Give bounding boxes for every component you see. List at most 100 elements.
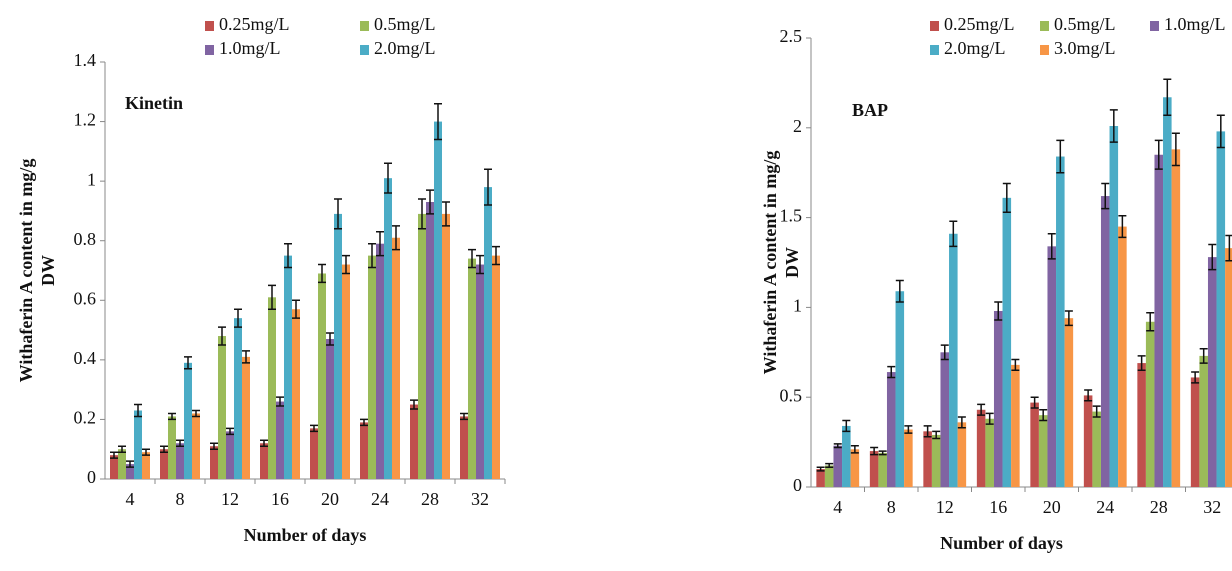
bar <box>1030 402 1039 487</box>
error-bar <box>110 451 118 459</box>
error-bar <box>825 462 834 468</box>
bar <box>1137 363 1146 487</box>
error-bar <box>142 448 150 456</box>
error-bar <box>292 299 300 319</box>
bar <box>869 451 879 487</box>
x-tick-label: 24 <box>371 489 389 509</box>
bar <box>1038 415 1048 487</box>
error-bar <box>878 450 887 456</box>
bar <box>1145 321 1155 487</box>
bar <box>326 339 334 479</box>
error-bar <box>1039 409 1048 422</box>
bar <box>993 310 1003 487</box>
legend-swatch <box>205 45 214 55</box>
error-bar <box>442 201 450 227</box>
error-bar <box>1137 355 1146 372</box>
legend-swatch <box>360 45 369 55</box>
x-tick-label: 16 <box>271 489 289 509</box>
chart: 0 0.5 1 1.5 2 2.5 4 8 12 16 20 24 28 32 Number of days… <box>760 14 1232 553</box>
bar <box>1118 226 1127 487</box>
bar <box>126 464 134 479</box>
y-axis-title: Withaferin A content in mg/g <box>16 159 36 383</box>
bar <box>276 401 284 479</box>
error-bar <box>887 365 896 379</box>
error-bar <box>1154 139 1163 170</box>
error-bar <box>833 443 842 449</box>
error-bar <box>192 409 200 418</box>
legend-label: 0.25mg/L <box>944 14 1015 34</box>
error-bar <box>1216 114 1225 149</box>
error-bar <box>460 412 468 421</box>
x-tick-label: 28 <box>1150 497 1168 517</box>
legend-swatch <box>205 21 214 31</box>
error-bar <box>850 444 859 454</box>
bar <box>923 431 932 487</box>
error-bar <box>226 427 234 436</box>
bar <box>492 255 500 479</box>
error-bar <box>118 445 126 453</box>
error-bar <box>816 466 825 472</box>
annotation: BAP <box>852 100 888 120</box>
legend-label: 1.0mg/L <box>1164 14 1226 34</box>
error-bar <box>384 162 392 194</box>
bar <box>1011 364 1020 487</box>
bar <box>410 404 418 479</box>
bar <box>368 255 376 479</box>
bar <box>1064 318 1074 487</box>
x-tick-label: 16 <box>989 497 1007 517</box>
error-bar <box>923 425 932 438</box>
legend-swatch <box>1040 45 1049 55</box>
x-tick-label: 12 <box>221 489 239 509</box>
bar <box>476 264 484 479</box>
error-bar <box>276 396 284 407</box>
error-bar <box>492 245 500 266</box>
error-bar <box>1146 312 1155 332</box>
y-tick-label: 0.5 <box>780 385 803 405</box>
bar <box>957 422 967 487</box>
bar <box>1109 126 1119 487</box>
bar <box>976 409 986 487</box>
bar <box>342 264 350 479</box>
y-tick-label: 1.2 <box>74 110 97 130</box>
error-bar <box>210 442 218 450</box>
bar <box>824 465 834 487</box>
error-bar <box>410 399 418 410</box>
bar <box>1002 197 1012 487</box>
y-tick-label: 0.8 <box>74 229 97 249</box>
error-bar <box>434 102 442 141</box>
bar <box>360 422 368 479</box>
error-bar <box>218 326 226 346</box>
error-bar <box>1109 109 1118 143</box>
bar <box>940 352 950 487</box>
bar <box>1199 355 1208 487</box>
error-bar <box>940 344 949 361</box>
bar <box>985 418 994 487</box>
bar <box>176 443 184 479</box>
bar <box>842 425 851 487</box>
error-bar <box>957 416 966 429</box>
x-tick-label: 4 <box>126 489 135 509</box>
bar <box>184 362 192 479</box>
x-tick-label: 32 <box>1203 497 1221 517</box>
bar <box>816 469 825 487</box>
bar <box>110 455 118 479</box>
error-bar <box>1163 78 1172 116</box>
y-tick-label: 0.4 <box>74 348 97 368</box>
error-bar <box>476 254 484 275</box>
bar <box>210 446 218 479</box>
x-tick-label: 8 <box>887 497 896 517</box>
error-bar <box>310 424 318 433</box>
error-bar <box>932 430 941 440</box>
bar <box>904 429 913 487</box>
error-bar <box>426 189 434 215</box>
error-bar <box>234 308 242 328</box>
bar <box>260 443 268 479</box>
y-tick-label: 2 <box>793 116 802 136</box>
error-bar <box>949 220 958 248</box>
error-bar <box>1064 310 1073 327</box>
error-bar <box>1056 139 1065 174</box>
error-bar <box>468 248 476 269</box>
bar <box>1092 411 1101 487</box>
bar <box>160 449 168 479</box>
error-bar <box>1084 389 1093 402</box>
